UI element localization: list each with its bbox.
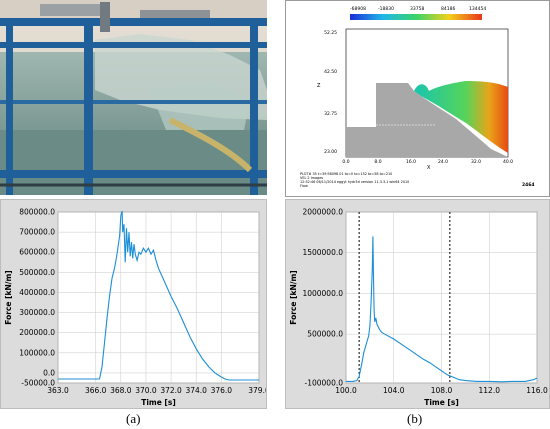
x-tick-label: 112.0 <box>479 386 501 395</box>
y-tick-label: 600000.0 <box>19 248 55 257</box>
chart-a: 800000.0 700000.0 600000.0 500000.0 400000.0… <box>4 208 270 408</box>
x-tick-label: 376.0 <box>211 386 233 395</box>
y-tick-label: 700000.0 <box>19 228 55 237</box>
subfigure-label-b: (b) <box>407 411 423 426</box>
x-tick-label: 374.0 <box>185 386 207 395</box>
y-tick-label: 1500000.0 <box>302 248 343 257</box>
chart-a-panel: 800000.0 700000.0 600000.0 500000.0 400000.0… <box>0 199 270 409</box>
sim-y-tick: 23.00 <box>324 149 337 155</box>
water-flow <box>414 81 508 153</box>
y-tick-label: 100000.0 <box>19 348 55 357</box>
flume-photo-image <box>0 0 267 195</box>
y-tick-label: -100000.0 <box>305 379 344 388</box>
chart-b: 2000000.0 1500000.0 1000000.0 500000.0 -1000… <box>289 208 548 408</box>
y-tick-label: 2000000.0 <box>302 208 343 217</box>
structure <box>346 83 508 157</box>
y-tick-label: 800000.0 <box>19 208 55 217</box>
sim-x-tick: 24.0 <box>438 159 448 165</box>
colorbar <box>350 14 482 20</box>
x-tick-label: 379.0 <box>248 386 266 395</box>
force-series-line <box>346 236 538 383</box>
y-tick-label: 500000.0 <box>307 330 343 339</box>
sim-y-tick: 32.75 <box>324 111 337 117</box>
sim-x-tick: 8.0 <box>374 159 381 165</box>
chart-b-panel: 2000000.0 1500000.0 1000000.0 500000.0 -1000… <box>285 199 550 409</box>
y-tick-label: 400000.0 <box>19 288 55 297</box>
sim-x-tick: 16.0 <box>406 159 416 165</box>
subfigure-label-a: (a) <box>126 411 141 426</box>
legend-value-3: 33758 <box>410 6 424 12</box>
y-tick-label: 1000000.0 <box>302 289 343 298</box>
sim-footer-line: 12:52:46 06/11/2014 eggyt hydr3d version… <box>300 180 409 184</box>
y-tick-label: -50000.0 <box>21 379 55 388</box>
x-axis-label: Time [s] <box>141 398 176 407</box>
x-tick-label: 366.0 <box>85 386 107 395</box>
x-tick-label: 368.0 <box>110 386 132 395</box>
x-tick-label: 100.0 <box>335 386 357 395</box>
legend-value-4: 84186 <box>441 6 455 12</box>
sim-x-tick: 40.0 <box>503 159 513 165</box>
x-tick-label: 108.0 <box>431 386 453 395</box>
y-tick-label: 200000.0 <box>19 328 55 337</box>
legend-value-5: 134454 <box>469 6 486 12</box>
y-axis-label: Force [kN/m] <box>289 270 298 325</box>
sim-x-tick: 0.0 <box>342 159 349 165</box>
force-series-line <box>58 210 259 381</box>
y-tick-label: 300000.0 <box>19 308 55 317</box>
sim-y-axis-label: Z <box>317 83 321 89</box>
simulation-panel: -68908 -18830 33758 84186 134454 52.25 4… <box>285 0 550 197</box>
sim-footer-line: VEL 2 Images <box>300 176 323 180</box>
sim-x-axis-label: X <box>427 165 431 171</box>
legend-value-2: -18830 <box>378 6 394 12</box>
simulation-plot: -68908 -18830 33758 84186 134454 52.25 4… <box>300 6 535 188</box>
sim-y-tick: 42.50 <box>324 69 337 75</box>
y-tick-label: 500000.0 <box>19 268 55 277</box>
x-tick-label: 116.0 <box>526 386 548 395</box>
sim-x-tick: 32.0 <box>471 159 481 165</box>
x-tick-label: 370.0 <box>135 386 157 395</box>
frame-number: 2464 <box>522 182 535 188</box>
sim-y-tick: 52.25 <box>324 30 337 36</box>
x-tick-label: 372.0 <box>160 386 182 395</box>
x-axis-label: Time [s] <box>424 398 459 407</box>
sim-footer-line: Flow <box>300 184 308 188</box>
legend-value-1: -68908 <box>350 6 366 12</box>
plot-area <box>57 211 260 384</box>
x-tick-label: 104.0 <box>383 386 405 395</box>
x-tick-label: 363.0 <box>47 386 69 395</box>
experiment-photo <box>0 0 267 195</box>
y-tick-label: 0.0 <box>43 368 55 377</box>
y-axis-label: Force [kN/m] <box>4 270 13 325</box>
sim-footer-line: PLOT# 35 t=39.98098 01 to=0 to=152 to=58… <box>300 172 392 176</box>
